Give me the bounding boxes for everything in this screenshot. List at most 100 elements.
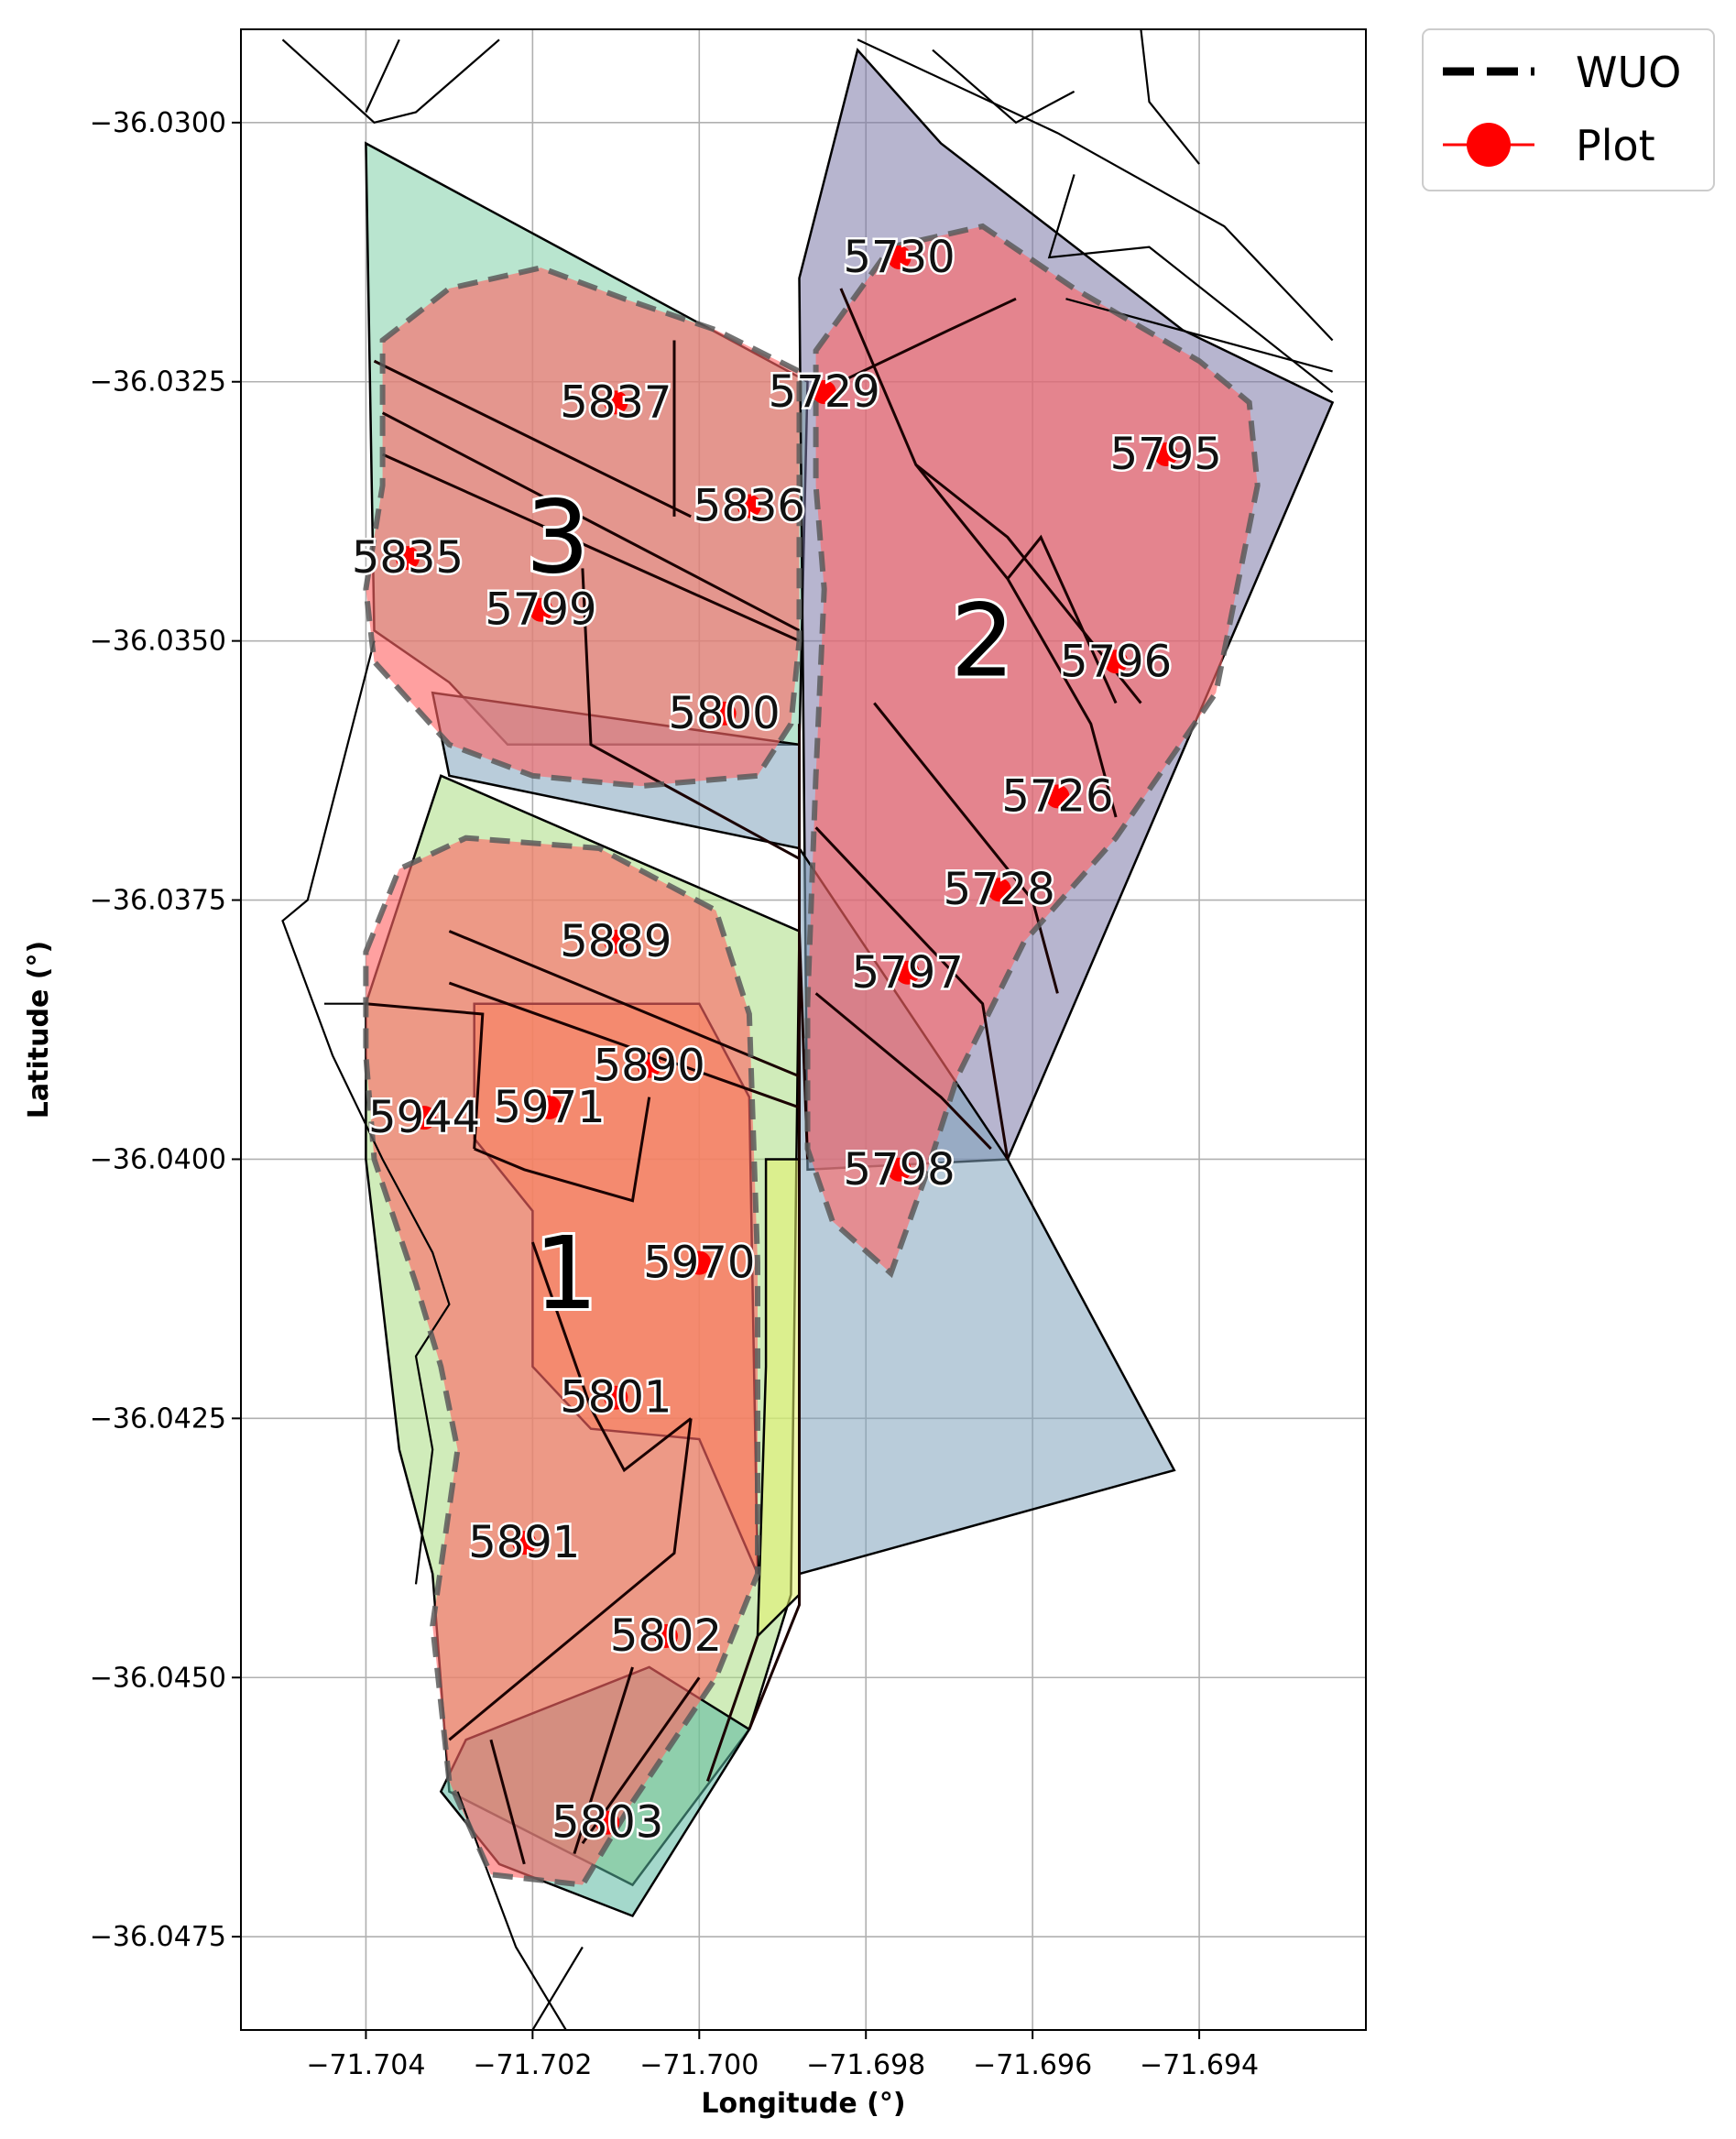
y-tick-label: −36.0350 — [90, 626, 226, 658]
parcel-border — [381, 411, 801, 632]
plot-marker — [687, 1250, 712, 1275]
zone-number-label: 1 — [534, 1215, 598, 1332]
plot-marker — [895, 960, 920, 985]
plot-label: 5835 — [352, 532, 464, 584]
parcel-border — [840, 297, 1017, 384]
plot-label: 5837 — [560, 377, 671, 428]
plot-marker — [395, 546, 420, 571]
x-tick-label: −71.694 — [1140, 2049, 1259, 2081]
plot-label: 5799 — [485, 584, 596, 636]
plot-label: 5836 — [693, 481, 805, 532]
x-axis-title: Longitude (°) — [701, 2088, 905, 2120]
plot-label: 5730 — [844, 232, 955, 283]
y-axis-ticks: −36.0300 −36.0325 −36.0350 −36.0375 −36.0400… — [90, 107, 241, 1953]
x-tick-label: −71.698 — [806, 2049, 925, 2081]
zone-number-label: 2 — [951, 583, 1015, 700]
legend: WUO Plot — [1422, 28, 1715, 191]
parcel-border — [839, 288, 1142, 704]
wuo-outline — [804, 223, 1261, 1279]
plot-label: 5890 — [594, 1041, 705, 1092]
parcel-border — [489, 1739, 526, 1865]
zone-labels: 1 2 3 — [523, 475, 1018, 1334]
plot-marker — [412, 1106, 437, 1130]
parcel-border — [814, 826, 1010, 1160]
x-tick-label: −71.696 — [973, 2049, 1092, 2081]
y-tick-label: −36.0325 — [90, 366, 226, 398]
wuo-area — [807, 226, 1258, 1273]
plot-marker — [887, 245, 912, 269]
parcel-border — [914, 464, 1118, 818]
plot-marker — [512, 1531, 537, 1555]
plot-marker — [887, 1157, 912, 1182]
plot-marker — [737, 494, 761, 518]
plot-label: 5801 — [560, 1372, 671, 1424]
y-tick-label: −36.0300 — [90, 107, 226, 139]
y-tick-label: −36.0475 — [90, 1921, 226, 1953]
plot-label: 5800 — [669, 688, 781, 739]
plot-label: 5729 — [769, 366, 880, 418]
zone-polygon — [756, 1158, 801, 1640]
plot-label: 5796 — [1060, 636, 1172, 687]
parcel-border — [581, 568, 801, 860]
parcel-border — [1006, 534, 1118, 704]
parcel-outline — [281, 38, 500, 125]
parcel-border — [474, 1097, 651, 1203]
parcel-border — [705, 1635, 759, 1782]
legend-plot-marker — [1467, 123, 1511, 167]
parcel-border — [381, 453, 801, 642]
parcel-border — [748, 848, 801, 1730]
y-tick-label: −36.0450 — [90, 1662, 226, 1694]
parcel-outline — [365, 38, 400, 113]
y-tick-label: −36.0375 — [90, 885, 226, 917]
parcel-outline — [932, 49, 1075, 125]
plot-marker — [537, 1095, 562, 1119]
parcel-border — [373, 359, 692, 518]
wuo-area — [366, 267, 800, 787]
parcel-border — [448, 930, 801, 1078]
plot-label: 5728 — [944, 864, 1055, 915]
legend-plot-label: Plot — [1576, 121, 1655, 170]
parcel-border — [573, 1666, 634, 1855]
outside-parcel-lines — [281, 29, 1334, 2030]
plot-marker — [712, 701, 737, 726]
plot-marker — [529, 597, 553, 622]
plot-marker — [604, 390, 628, 415]
plot-marker — [637, 1053, 661, 1078]
plot-marker — [1153, 442, 1178, 466]
parcel-outline — [531, 1946, 584, 2030]
wuo-outlines — [363, 223, 1261, 1888]
plot-label: 5726 — [1001, 770, 1113, 822]
parcel-outline — [1140, 29, 1200, 165]
y-tick-label: −36.0400 — [90, 1143, 226, 1175]
plot-markers: 5730 5729 5837 5795 5836 5835 5799 5796 5800 5726… — [349, 229, 1224, 1850]
parcel-outline — [857, 38, 1334, 342]
plot-marker — [812, 380, 836, 405]
plot-label: 5795 — [1110, 429, 1222, 480]
plot-label: 5802 — [610, 1610, 722, 1662]
map-area: 5730 5729 5837 5795 5836 5835 5799 5796 5800 5726… — [281, 29, 1335, 2030]
parcel-border — [448, 981, 801, 1109]
x-axis-ticks: −71.704 −71.702 −71.700 −71.698 −71.696 −71.6… — [306, 2030, 1259, 2081]
plot-marker — [1104, 649, 1129, 674]
parcel-border — [530, 1241, 693, 1473]
parcel-borders — [366, 288, 1142, 1865]
zone-number-label: 3 — [526, 478, 590, 595]
parcel-border — [814, 992, 992, 1151]
parcel-border — [873, 702, 1059, 994]
wuo-area — [366, 837, 758, 1885]
parcel-outline — [281, 640, 451, 1585]
parcel-border — [448, 1418, 693, 1741]
parcel-outline — [1047, 174, 1334, 393]
parcel-border — [366, 1002, 485, 1150]
plot-label: 5891 — [468, 1517, 580, 1568]
plot-marker — [653, 1623, 678, 1648]
plot-label: 5889 — [560, 916, 671, 967]
plot-marker — [1045, 784, 1070, 809]
wuo-fill-layer — [366, 226, 1258, 1885]
y-axis-title: Latitude (°) — [23, 941, 55, 1119]
wuo-outline — [363, 835, 760, 1888]
legend-wuo-label: WUO — [1576, 48, 1681, 97]
plot-label: 5944 — [368, 1092, 480, 1143]
plot-label: 5803 — [551, 1797, 663, 1849]
